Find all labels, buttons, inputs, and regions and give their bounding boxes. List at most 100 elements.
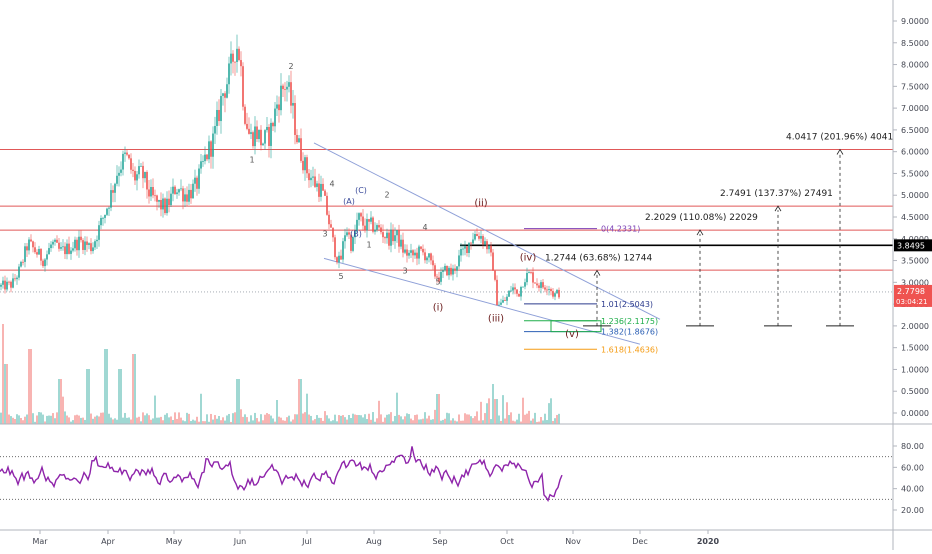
volume-bar [196,416,198,424]
volume-bar [466,414,468,424]
volume-bar [148,415,150,424]
wave-label: 1 [366,240,371,249]
candle-body [228,63,230,85]
candle-body [414,252,416,256]
price-tick-label: 8.0000 [901,61,929,70]
candle-body [54,239,56,242]
volume-bar [354,414,356,424]
wave-label: (iv) [520,253,537,264]
candle-body [370,217,372,222]
volume-bar [250,415,252,424]
candle-body [4,280,6,290]
volume-bar [270,415,272,424]
volume-bar [18,415,20,424]
volume-bar [458,414,460,424]
candle-body [268,126,270,146]
volume-bar [146,413,148,424]
candle-body [50,244,52,249]
candle-body [312,176,314,178]
volume-bar [204,421,206,424]
volume-bar [514,421,516,424]
candle-body [410,250,412,253]
candle-body [176,192,178,195]
candle-body [98,225,100,240]
candle-body [348,232,350,235]
candle-body [510,290,512,292]
candle-body [442,270,444,272]
volume-bar [446,412,448,424]
candle-body [96,239,98,242]
volume-bar [50,415,52,424]
candle-body [544,287,546,290]
volume-bar [348,414,350,424]
candle-body [502,300,504,303]
volume-bar [544,413,546,424]
volume-bar [542,420,544,424]
candle-body [94,241,96,248]
volume-bar [368,413,370,424]
candle-body [156,195,158,202]
volume-bar [92,418,94,424]
wave-label: (C) [355,186,367,195]
volume-bar [340,415,342,424]
candle-body [200,161,202,169]
candle-body [352,237,354,251]
candle-body [26,246,28,251]
volume-bar [144,415,146,424]
candle-body [526,272,528,283]
candle-body [160,200,162,210]
volume-bar [224,420,226,424]
volume-bar [76,414,78,424]
volume-bar [430,419,432,424]
candle-body [512,287,514,291]
time-tick-label: May [166,537,183,546]
volume-bar [278,416,280,424]
candle-body [258,129,260,140]
candle-body [340,255,342,260]
volume-bar [318,417,320,424]
volume-bar [186,412,188,424]
time-tick-label: 2020 [697,537,720,546]
candle-body [256,126,258,140]
candle-body [426,257,428,261]
volume-bar [342,415,344,424]
candle-body [300,138,302,161]
wave-label: (ii) [474,198,487,209]
candle-body [446,265,448,276]
candle-body [548,289,550,290]
projections: 1.2744 (63.68%) 12744 2.2029 (110.08%) 22… [545,132,893,327]
volume-bar [128,417,130,424]
candle-body [538,285,540,288]
candle-body [504,300,506,301]
candle-body [234,61,236,63]
volume-bar [410,418,412,424]
volume-bar [56,412,58,424]
candle-body [476,234,478,237]
candle-body [216,109,218,126]
volume-bar [326,415,328,424]
candle-body [418,246,420,259]
volume-bar [184,421,186,424]
volume-bar [88,369,90,424]
volume-bar [90,413,92,424]
volume-bar [376,418,378,424]
candle-body [460,249,462,256]
rsi-pane: 20.00 40.00 60.00 80.00 [0,442,924,515]
volume-bar [394,415,396,424]
candle-body [178,189,180,193]
volume-bar [468,414,470,424]
candle-body [118,172,120,176]
candle-body [478,236,480,239]
candle-body [306,157,308,174]
volume-bar [260,414,262,424]
candle-body [366,219,368,231]
candle-body [36,252,38,255]
candle-body [122,153,124,170]
candle-body [492,252,494,271]
volume-bar [110,417,112,424]
candle-body [72,248,74,251]
volume-bar [154,395,156,424]
volume-bar [286,417,288,424]
volume-bar [12,417,14,424]
